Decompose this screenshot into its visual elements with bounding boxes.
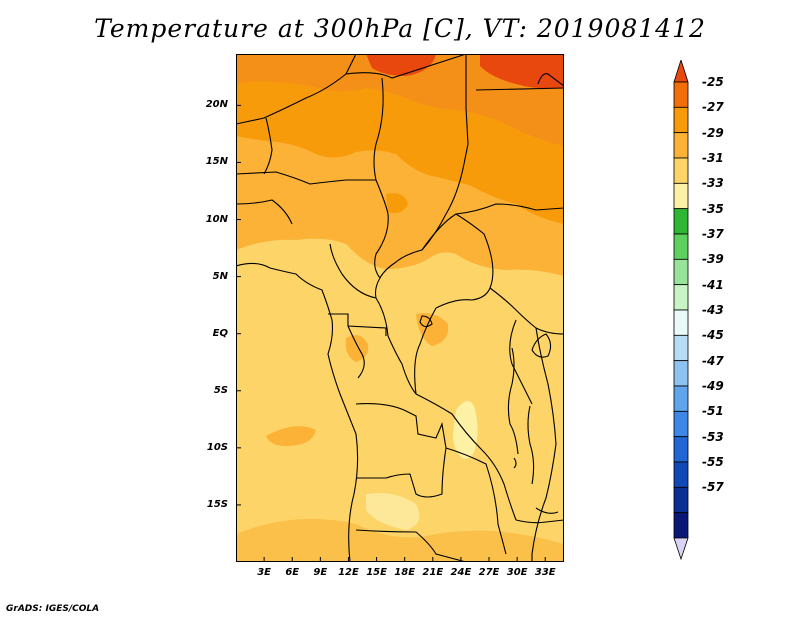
- colorbar-segment: [673, 334, 689, 362]
- colorbar-segment: [673, 436, 689, 463]
- lon-label: 15E: [366, 567, 387, 578]
- colorbar-label: -37: [702, 227, 724, 241]
- lon-label: 18E: [394, 567, 416, 578]
- colorbar-label: -51: [702, 404, 724, 419]
- colorbar-segment: [673, 410, 689, 438]
- colorbar-label: -55: [702, 455, 724, 469]
- colorbar-label: -35: [702, 201, 724, 216]
- lon-label: 30E: [506, 567, 528, 578]
- colorbar-segment: [673, 284, 689, 311]
- colorbar-segment: [673, 81, 689, 108]
- lat-label: 15S: [206, 498, 228, 510]
- field-patch-minus31-b: [416, 313, 449, 346]
- colorbar-segment: [673, 157, 689, 184]
- field-patch-minus31-d: [236, 518, 564, 562]
- colorbar-segment: [673, 106, 689, 134]
- country-borders: [236, 54, 564, 562]
- lon-label: 9E: [313, 567, 328, 578]
- colorbar-segment: [673, 309, 689, 336]
- colorbar-label: -43: [702, 303, 724, 317]
- lon-label: 27E: [478, 567, 500, 578]
- colorbar-segment: [673, 182, 689, 210]
- colorbar-label: -33: [702, 176, 724, 191]
- lon-label: 21E: [422, 567, 444, 578]
- lon-label: 12E: [338, 567, 359, 578]
- colorbar-top-arrow: [673, 60, 689, 83]
- lon-label: 33E: [534, 567, 556, 578]
- colorbar-segment: [673, 258, 689, 286]
- colorbar-segment: [673, 385, 689, 412]
- colorbar-label: -25: [702, 75, 724, 89]
- lat-label: 5N: [212, 270, 228, 282]
- colorbar-label: -27: [702, 100, 724, 115]
- lat-label: EQ: [212, 327, 228, 339]
- field-patch-minus31-c: [266, 426, 316, 446]
- lon-label: 24E: [450, 567, 472, 578]
- field-patch-minus35: [453, 400, 478, 459]
- colorbar-segment: [673, 208, 689, 235]
- field-patch-minus35-south: [366, 493, 420, 530]
- colorbar-label: -47: [702, 353, 724, 368]
- lon-label: 3E: [257, 567, 271, 578]
- colorbar: [673, 60, 689, 560]
- lon-label: 6E: [285, 567, 300, 578]
- lat-label: 10S: [206, 441, 228, 453]
- colorbar-segment: [673, 461, 689, 488]
- grads-credit: GrADS: IGES/COLA: [6, 604, 100, 614]
- lat-label: 15N: [205, 156, 228, 168]
- colorbar-label: -41: [702, 277, 724, 292]
- lat-label: 10N: [205, 213, 228, 225]
- colorbar-label: -39: [702, 252, 724, 267]
- colorbar-segment: [673, 132, 689, 159]
- map-frame: [236, 54, 564, 562]
- lat-label: 5S: [213, 384, 228, 396]
- colorbar-bottom-arrow: [673, 537, 689, 560]
- colorbar-segment: [673, 486, 689, 514]
- field-patch-minus25-b: [480, 54, 564, 89]
- colorbar-label: -49: [702, 379, 724, 393]
- temperature-map: [236, 54, 564, 562]
- colorbar-label: -31: [702, 151, 724, 165]
- colorbar-label: -57: [702, 480, 724, 495]
- lat-label: 20N: [205, 99, 228, 111]
- axis-ticks: [236, 104, 546, 562]
- chart-title: Temperature at 300hPa [C], VT: 201908141…: [94, 14, 706, 43]
- field-patch-minus25-a: [366, 54, 436, 76]
- colorbar-segment: [673, 360, 689, 387]
- field-band-minus27: [236, 54, 564, 146]
- colorbar-segment: [673, 512, 689, 539]
- field-patch-minus29-cent: [386, 193, 408, 213]
- colorbar-label: -53: [702, 429, 724, 444]
- colorbar-label: -29: [702, 125, 724, 140]
- colorbar-segment: [673, 233, 689, 260]
- colorbar-label: -45: [702, 328, 724, 343]
